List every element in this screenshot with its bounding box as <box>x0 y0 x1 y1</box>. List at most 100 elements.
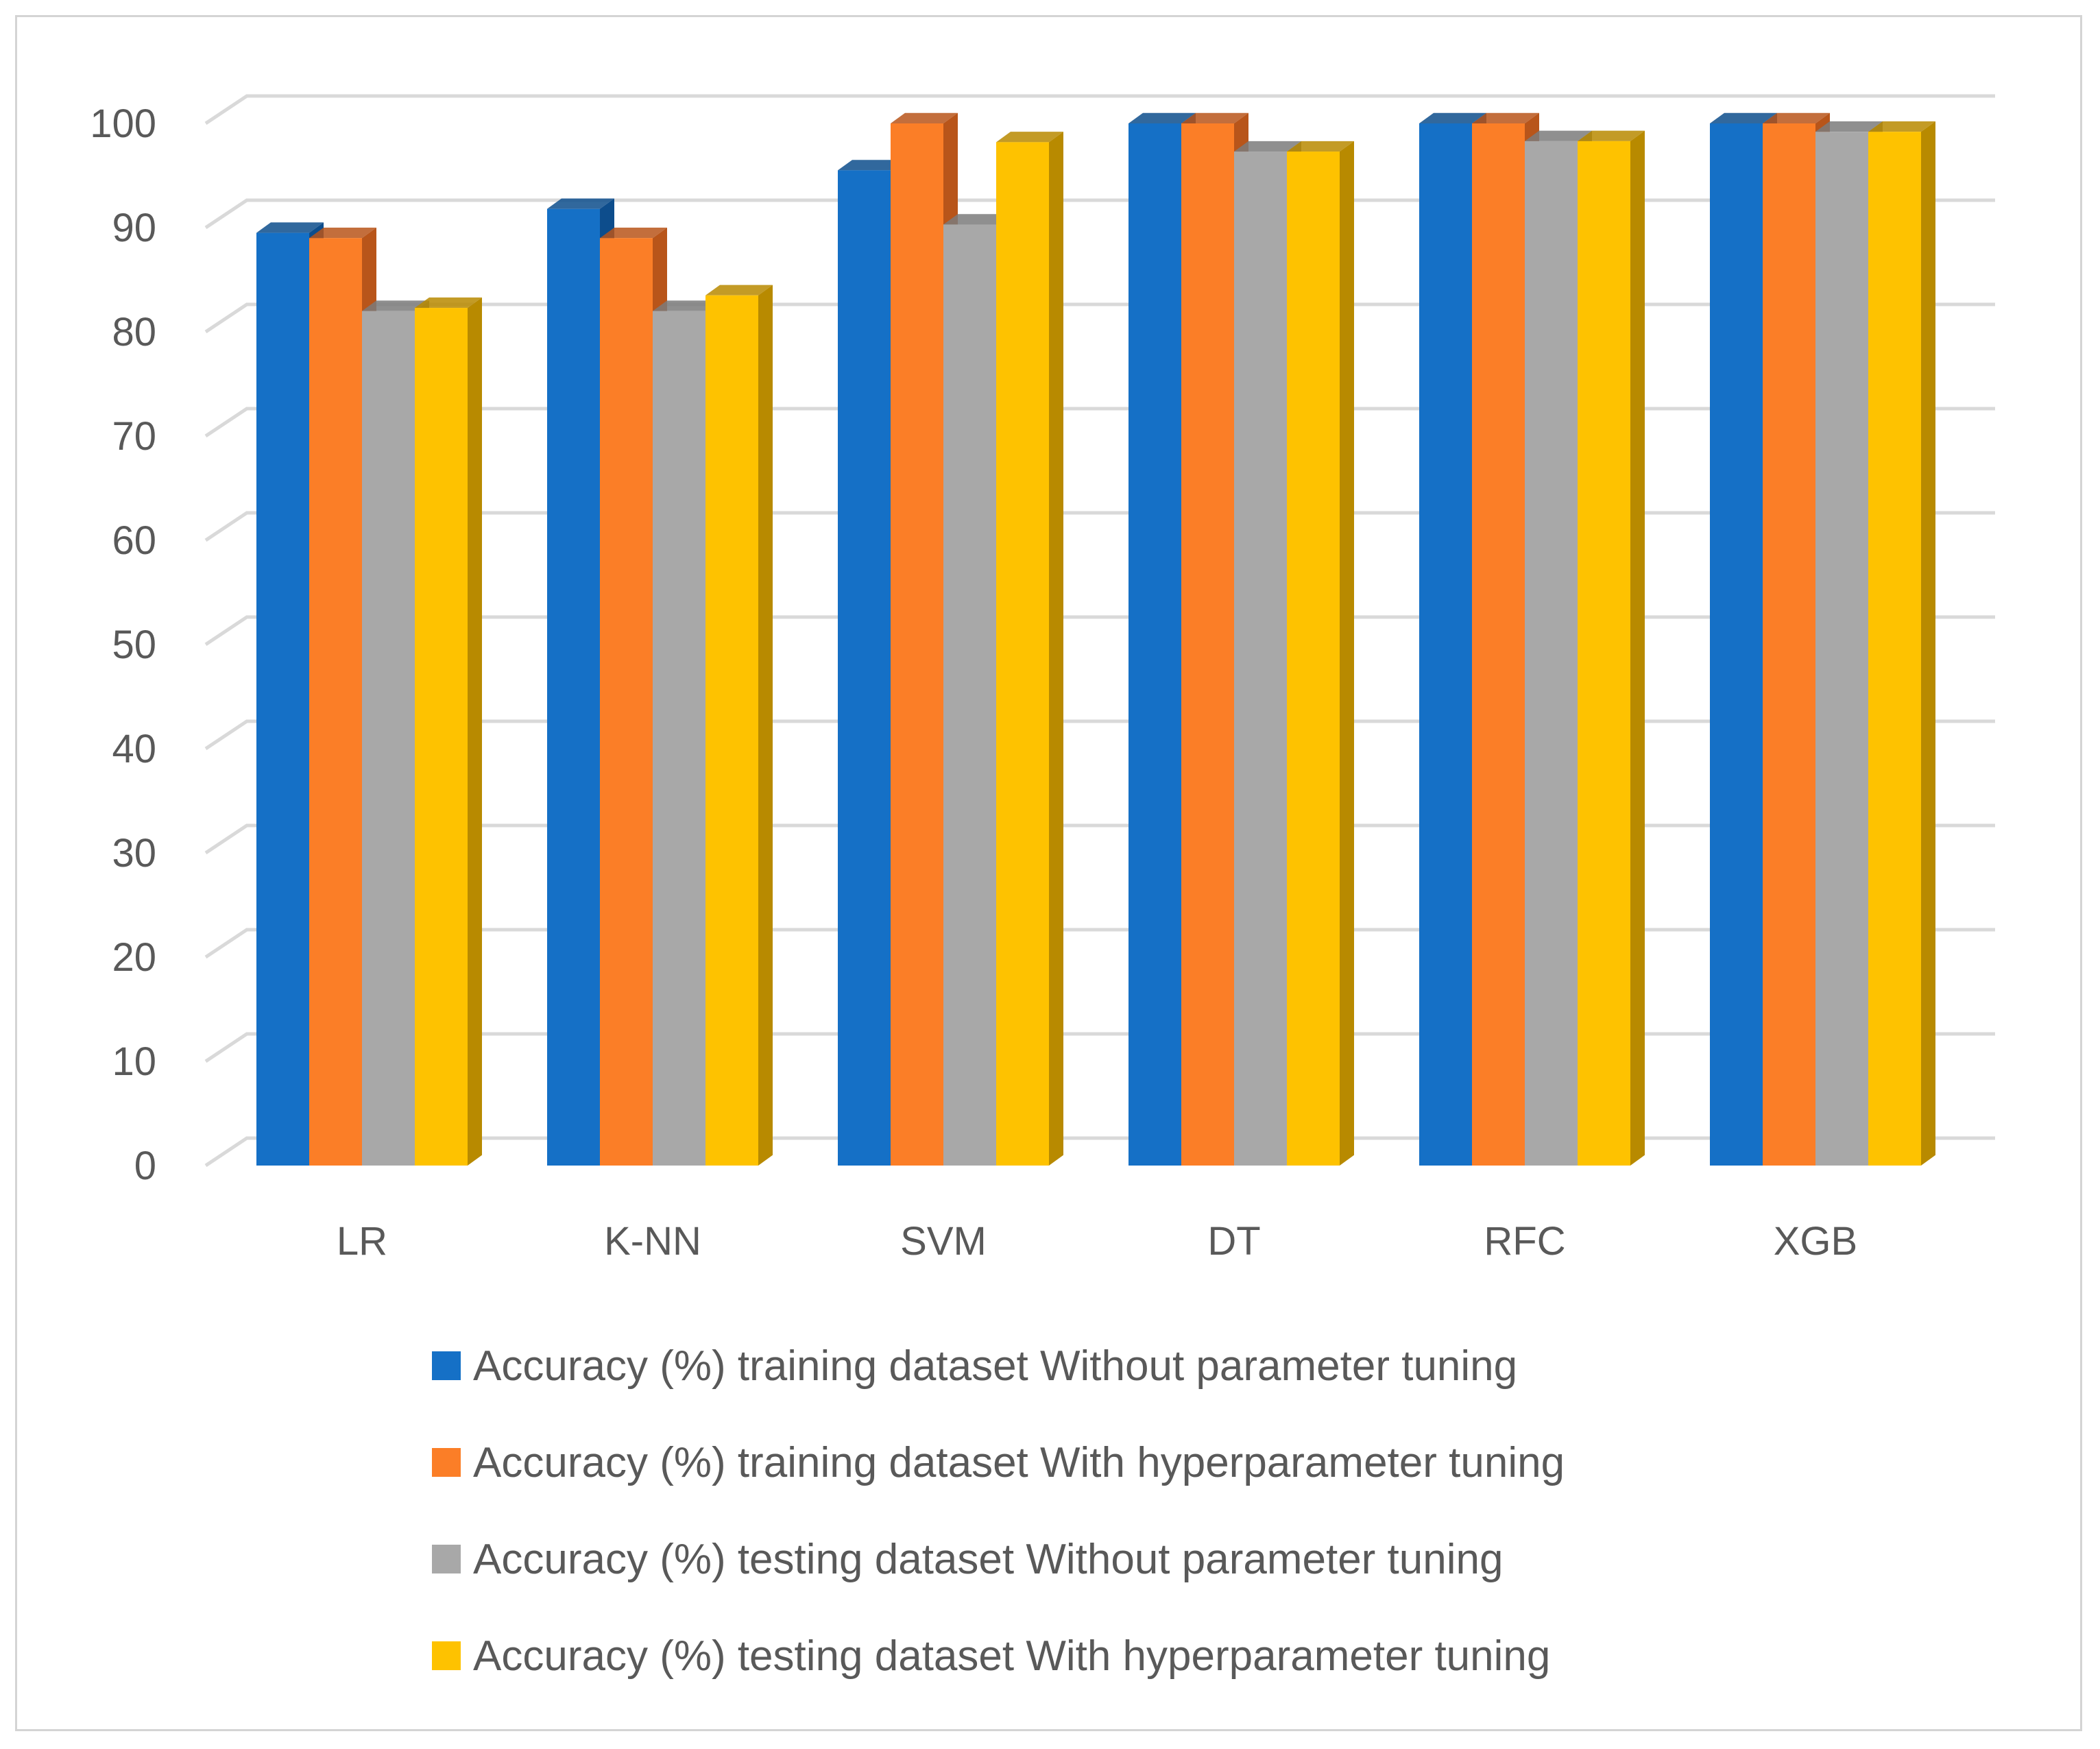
bar-front <box>943 224 996 1166</box>
bar-front <box>1472 123 1525 1166</box>
bar-top <box>1763 112 1830 123</box>
bar-top <box>415 297 482 309</box>
bar-front <box>1868 132 1921 1166</box>
bar-top <box>1234 141 1301 152</box>
y-tick-label: 40 <box>112 727 156 771</box>
legend-label: Accuracy (%) testing dataset Without par… <box>473 1536 1503 1583</box>
y-tick-label: 30 <box>112 831 156 876</box>
x-tick-label: RFC <box>1484 1219 1565 1264</box>
y-tick-label: 10 <box>112 1039 156 1084</box>
bar <box>996 132 1063 1166</box>
bar-top <box>1525 130 1592 141</box>
bar-front <box>705 295 758 1166</box>
bar-top <box>891 112 958 123</box>
bar-top <box>1578 130 1645 141</box>
bar-front <box>1419 123 1472 1166</box>
bar-side <box>1049 132 1063 1166</box>
bar-top <box>256 222 324 233</box>
legend-item: Accuracy (%) training dataset Without pa… <box>432 1342 1517 1390</box>
bar-top <box>1419 112 1486 123</box>
y-axis-ticks: 0 10 20 30 40 50 60 70 80 90 100 <box>90 101 156 1188</box>
bar-front <box>838 170 891 1166</box>
gridline <box>204 719 1995 751</box>
legend-swatch <box>432 1641 461 1670</box>
gridline <box>204 94 1995 125</box>
legend: Accuracy (%) training dataset Without pa… <box>432 1342 1565 1680</box>
legend-label: Accuracy (%) training dataset With hyper… <box>473 1439 1565 1486</box>
bars <box>256 112 1935 1166</box>
y-tick-label: 60 <box>112 518 156 563</box>
bar-top <box>1181 112 1248 123</box>
bar-front <box>309 238 362 1166</box>
bar-top <box>309 228 376 239</box>
y-tick-label: 80 <box>112 310 156 354</box>
y-tick-label: 90 <box>112 206 156 250</box>
bar-top <box>653 300 720 311</box>
bar-front <box>996 142 1049 1166</box>
bar-front <box>547 208 600 1166</box>
y-tick-label: 100 <box>90 101 156 146</box>
x-tick-label: SVM <box>900 1219 987 1264</box>
y-tick-label: 50 <box>112 623 156 667</box>
bar-front <box>1578 141 1630 1166</box>
bar <box>1868 121 1935 1166</box>
y-tick-label: 0 <box>134 1144 156 1188</box>
gridline <box>204 198 1995 230</box>
bar-top <box>996 132 1063 143</box>
bar-top <box>943 214 1011 225</box>
bar-top <box>1129 112 1196 123</box>
legend-swatch <box>432 1448 461 1477</box>
bar-front <box>600 238 653 1166</box>
bar-top <box>1710 112 1777 123</box>
bar-top <box>705 285 773 295</box>
bar-front <box>1815 132 1868 1166</box>
bar <box>1578 130 1645 1166</box>
legend-item: Accuracy (%) training dataset With hyper… <box>432 1439 1565 1486</box>
legend-swatch <box>432 1545 461 1573</box>
bar <box>1287 141 1354 1166</box>
bar-front <box>1525 141 1578 1166</box>
bar-side <box>468 297 482 1166</box>
bar-front <box>362 311 415 1166</box>
x-tick-label: K-NN <box>604 1219 701 1264</box>
bar-side <box>1921 121 1935 1166</box>
gridline <box>204 1136 1995 1168</box>
legend-item: Accuracy (%) testing dataset With hyperp… <box>432 1632 1550 1680</box>
bar-front <box>653 311 705 1166</box>
bar-side <box>758 285 773 1166</box>
gridline <box>204 407 1995 438</box>
bar-side <box>1630 130 1645 1166</box>
x-axis-ticks: LR K-NN SVM DT RFC XGB <box>337 1219 1857 1264</box>
bar-front <box>891 123 943 1166</box>
legend-item: Accuracy (%) testing dataset Without par… <box>432 1536 1503 1583</box>
bar-top <box>600 228 667 239</box>
bar-front <box>1234 152 1287 1166</box>
bar-top <box>1287 141 1354 152</box>
gridline <box>204 615 1995 647</box>
bar-front <box>415 308 468 1166</box>
bar <box>415 297 482 1166</box>
bar-top <box>1868 121 1935 132</box>
gridline <box>204 511 1995 542</box>
legend-label: Accuracy (%) training dataset Without pa… <box>473 1342 1517 1390</box>
gridline <box>204 928 1995 959</box>
bar-top <box>362 300 429 311</box>
bar-side <box>1340 141 1354 1166</box>
bar-front <box>256 232 309 1166</box>
gridline <box>204 302 1995 334</box>
y-tick-label: 20 <box>112 935 156 980</box>
bar-front <box>1287 152 1340 1166</box>
bar-top <box>838 160 905 171</box>
legend-label: Accuracy (%) testing dataset With hyperp… <box>473 1632 1550 1680</box>
bar-front <box>1763 123 1815 1166</box>
gridlines <box>204 94 1995 1168</box>
bar <box>705 285 773 1166</box>
x-tick-label: DT <box>1207 1219 1260 1264</box>
gridline <box>204 1032 1995 1063</box>
x-tick-label: XGB <box>1774 1219 1858 1264</box>
x-tick-label: LR <box>337 1219 387 1264</box>
bar-top <box>547 198 614 209</box>
bar-top <box>1472 112 1539 123</box>
gridline <box>204 823 1995 855</box>
